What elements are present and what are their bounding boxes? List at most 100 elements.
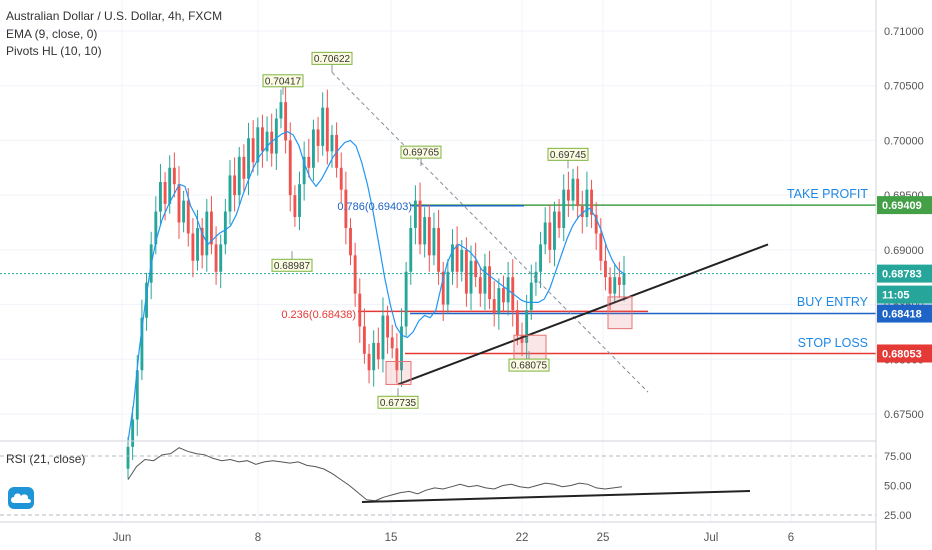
pivot-box [385, 360, 412, 385]
candle-body [539, 244, 542, 272]
candle-body [214, 244, 218, 272]
candle-body [441, 271, 445, 305]
buy-entry-tag-bg [877, 304, 932, 323]
ema-legend: EMA (9, close, 0) [6, 27, 98, 41]
candle [362, 308, 366, 364]
price-tick-label: 0.70000 [884, 135, 924, 147]
candle [520, 322, 524, 357]
candle-body [126, 446, 130, 469]
time-axis: Jun 8 15 22 25 Jul 6 [113, 532, 794, 544]
candle [386, 305, 390, 354]
candle [474, 242, 478, 288]
candle [492, 281, 496, 327]
time-tick-label: 6 [788, 532, 794, 544]
uptrend-line [397, 243, 769, 386]
candle-body [576, 178, 580, 207]
candle [590, 179, 593, 228]
candle [543, 207, 547, 255]
cloud-logo-icon[interactable] [8, 487, 34, 509]
candle-body [135, 370, 139, 420]
candle [256, 117, 260, 176]
candle [376, 327, 380, 370]
candle [483, 253, 487, 311]
candle [381, 297, 385, 373]
candle-body [409, 227, 413, 272]
countdown-tag: 11:05 [877, 285, 932, 304]
candle-body [270, 131, 274, 154]
candle-body [307, 156, 311, 168]
candle [302, 141, 306, 201]
stop-loss-tag-bg [877, 344, 932, 363]
candle-body [251, 138, 255, 163]
candle-body [418, 200, 422, 245]
candle [604, 242, 607, 291]
candle-body [571, 178, 575, 201]
rsi-trendline[interactable] [361, 490, 751, 503]
candle [441, 261, 445, 321]
candle-body [395, 348, 399, 371]
pivot-box-bg [311, 51, 353, 65]
candle [553, 201, 556, 267]
candle-body [233, 175, 237, 196]
pivot-box-bg [271, 258, 313, 272]
candle [140, 299, 144, 381]
pivot-value: 0.69745 [550, 150, 587, 161]
candle-body [525, 310, 529, 343]
candle-body [483, 266, 487, 294]
pivot-box-bg [400, 145, 442, 159]
candle-body [247, 138, 250, 179]
candle-body [613, 277, 617, 294]
price-tick-label: 0.69000 [884, 245, 924, 257]
candle-body [293, 195, 297, 218]
candle-body [186, 200, 190, 234]
pivot-label: 0.67735 [377, 388, 419, 409]
pivot-value: 0.70622 [314, 54, 351, 65]
candle [349, 218, 352, 266]
candle [233, 157, 237, 212]
pivot-value: 0.70417 [265, 76, 302, 87]
candle-body [594, 214, 598, 234]
candle-body [451, 244, 454, 272]
candle-body [437, 227, 441, 272]
candle-body [413, 200, 417, 228]
candle-body [274, 118, 278, 154]
stop-loss-tag-text: 0.68053 [882, 348, 922, 360]
pivot-label: 0.68075 [508, 351, 550, 372]
candle [260, 114, 264, 168]
candle-body [302, 156, 306, 185]
pivot-label: 0.70622 [311, 51, 353, 73]
stop-loss-label: STOP LOSS [798, 336, 868, 350]
candle-body [163, 182, 167, 204]
candle-body [548, 222, 552, 250]
candle [404, 261, 408, 337]
candle [288, 122, 292, 212]
candle [353, 242, 357, 307]
take-profit-label: TAKE PROFIT [787, 187, 868, 201]
candle-body [256, 127, 260, 163]
candle [437, 209, 441, 285]
candle [446, 259, 450, 315]
candle [548, 204, 552, 263]
pivot-value: 0.68987 [274, 261, 311, 272]
candle-body [460, 249, 464, 272]
price-tick-label: 0.71000 [884, 26, 924, 38]
pivot-box-bg [547, 147, 589, 161]
candle [622, 255, 626, 302]
candle [400, 308, 403, 387]
candle [219, 234, 223, 289]
pivot-label: 0.69765 [400, 145, 442, 167]
candle [617, 261, 621, 299]
candle [205, 198, 209, 272]
candle-body [145, 282, 148, 318]
take-profit-tag-text: 0.69409 [882, 200, 922, 212]
candle-body [330, 134, 334, 152]
candle-body [362, 326, 366, 354]
candle [339, 152, 343, 203]
time-tick-label: 8 [255, 532, 261, 544]
candle [423, 207, 427, 258]
rsi-axis: 75.00 50.00 25.00 [884, 451, 912, 522]
candle-body [321, 107, 325, 146]
candle-body [172, 167, 176, 185]
candle-body [622, 273, 626, 285]
